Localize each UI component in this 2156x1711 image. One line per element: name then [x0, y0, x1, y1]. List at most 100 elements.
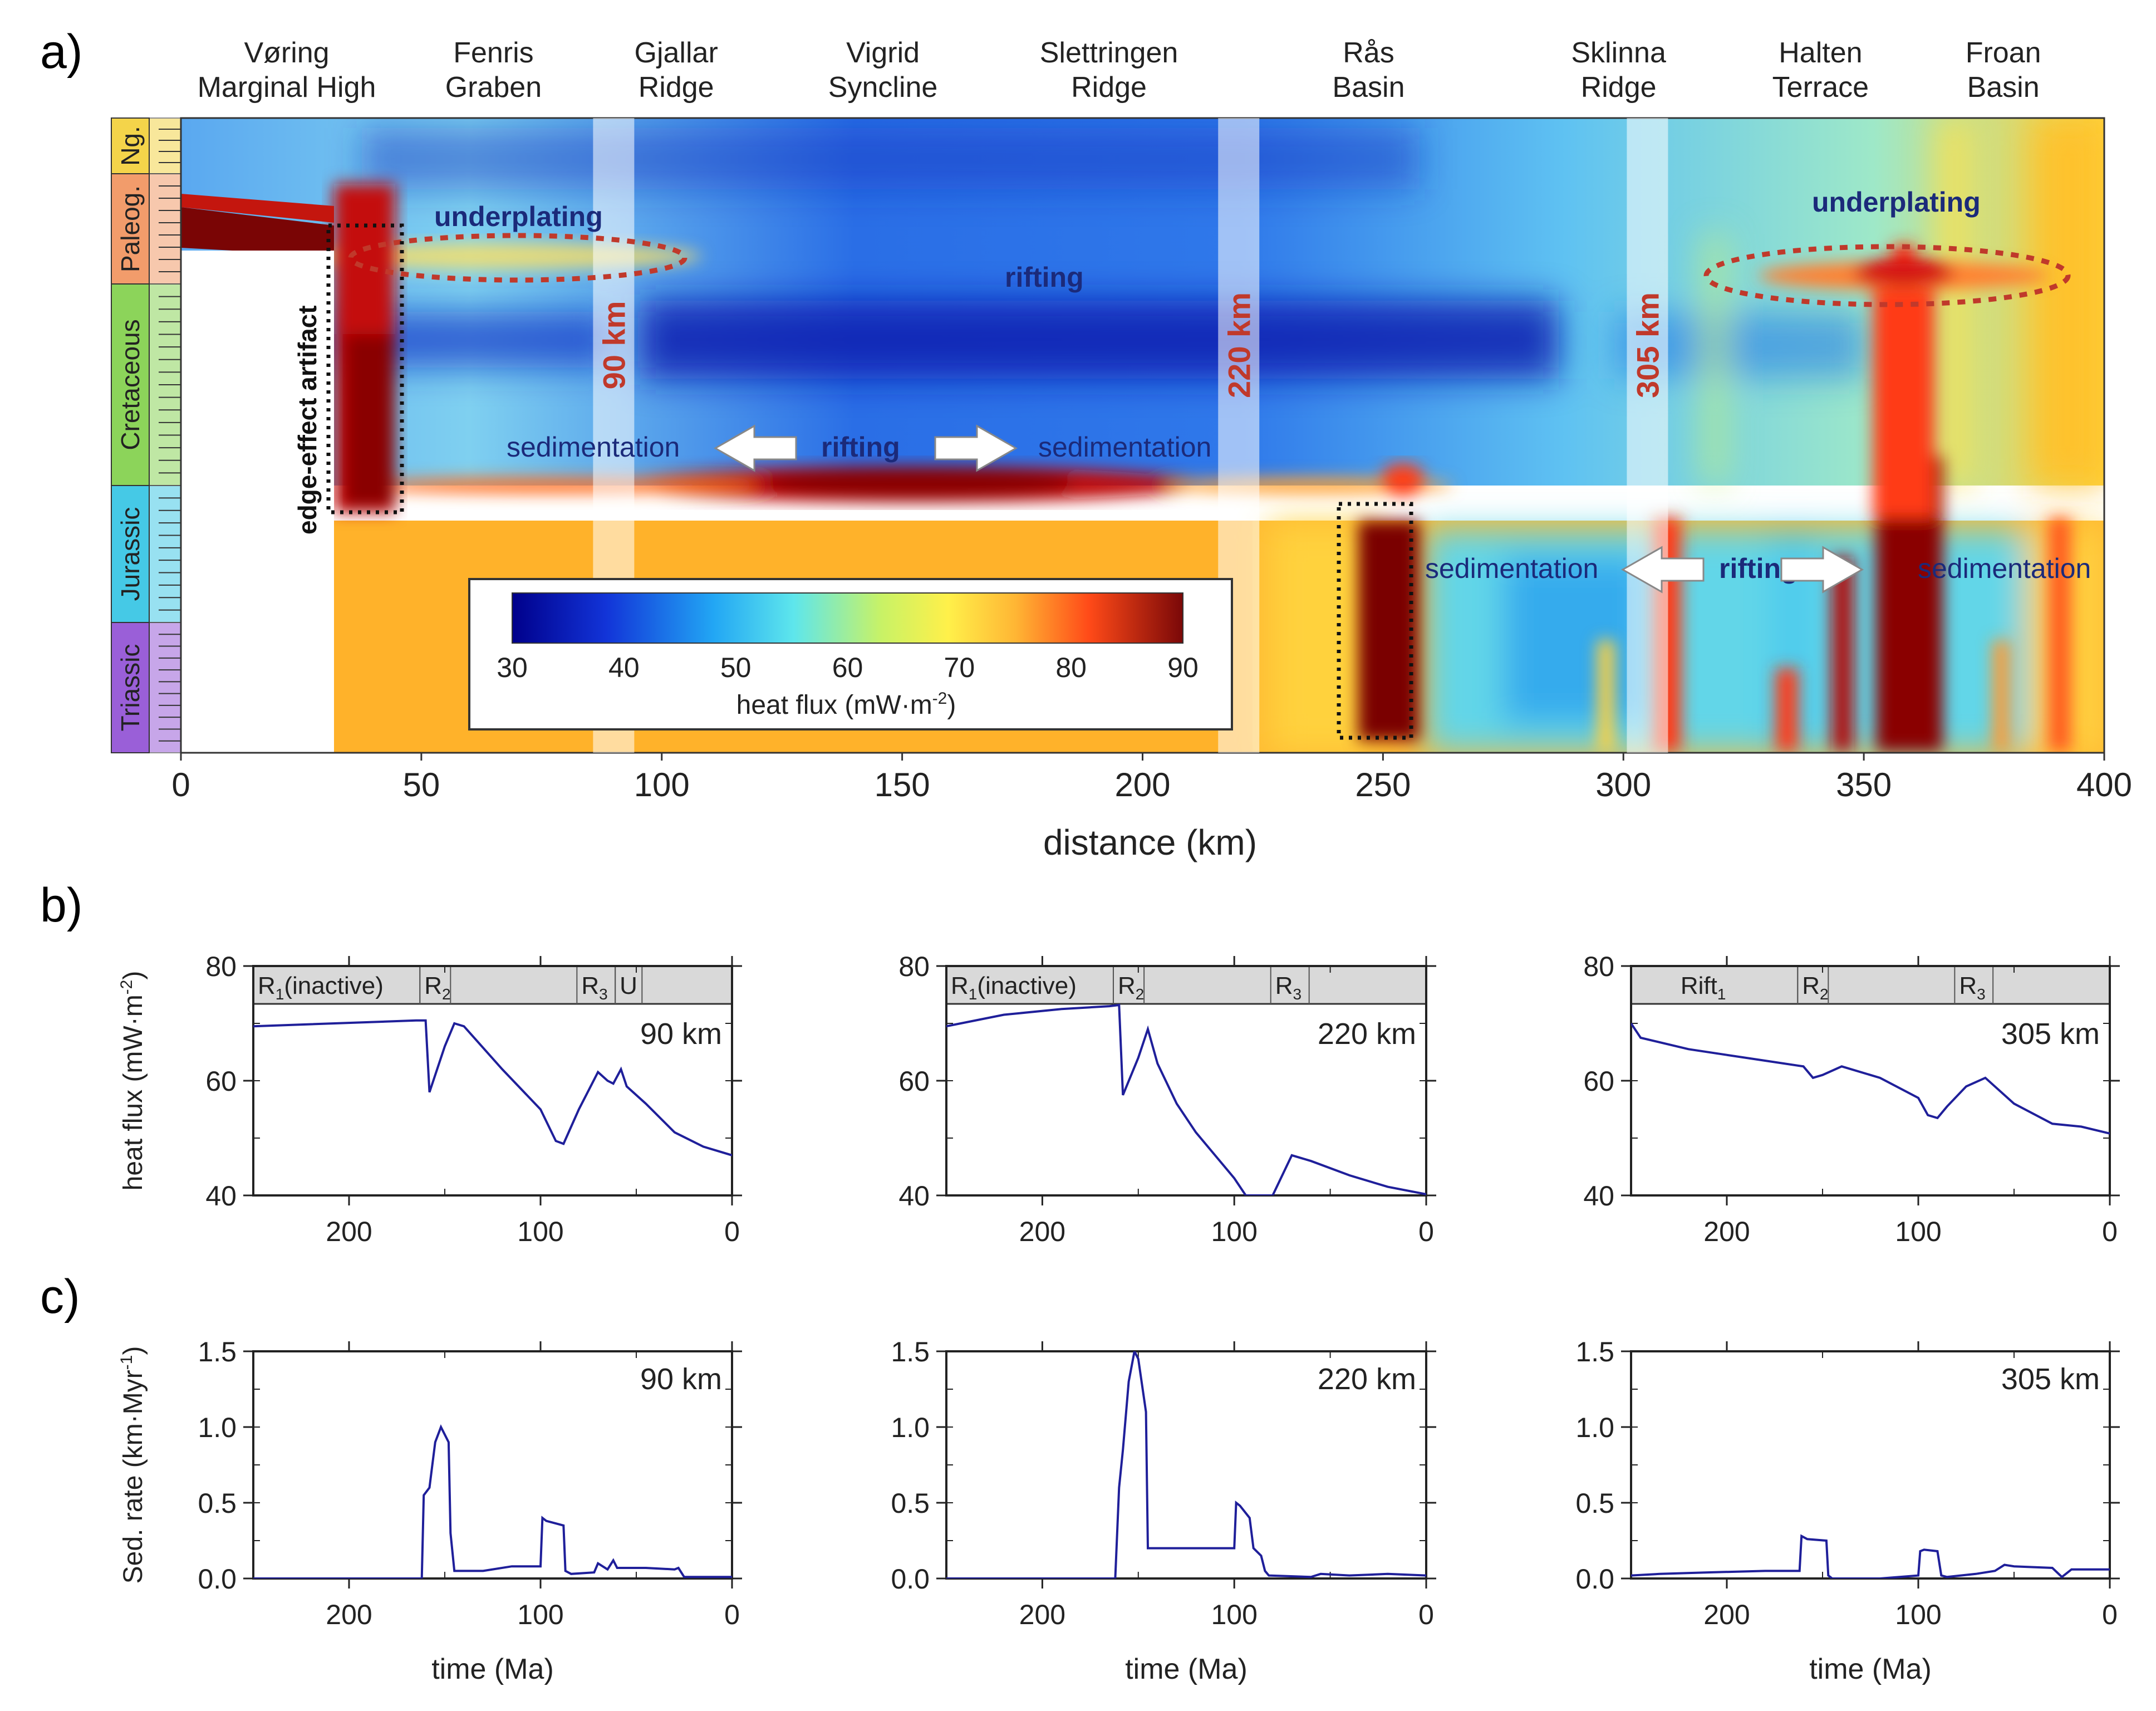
x-tick-label: 200 [1703, 1599, 1750, 1630]
region-label: Terrace [1772, 71, 1869, 104]
edge-artifact-box [326, 223, 404, 514]
x-tick-label: 0 [724, 1599, 740, 1630]
panel-title: 220 km [1318, 1362, 1416, 1396]
heatmap-x-axis-label: distance (km) [1043, 822, 1257, 862]
colorbar-tick-label: 40 [608, 652, 640, 683]
stage-box [149, 173, 181, 285]
period-box [111, 117, 150, 174]
region-label: Sklinna [1571, 37, 1666, 69]
line-panel-b-305: Rift1 R2 R3 40 60 80 200 100 0 305 km [1583, 951, 2120, 1247]
colorbar: 30 40 50 60 70 80 90 heat flux (mW·m-2) [468, 578, 1233, 731]
period-label: Ng. [116, 126, 145, 166]
series-line [946, 1003, 1426, 1195]
phase-label: R2 [424, 972, 450, 1003]
x-tick-label: 100 [517, 1216, 563, 1247]
x-tick-label: 50 [403, 766, 440, 803]
profile-band [1627, 118, 1668, 753]
line-panel-b-220: R1(inactive) R2 R3 40 60 80 200 100 0 220 km [898, 951, 1436, 1247]
y-tick-label: 60 [898, 1066, 930, 1097]
stratigraphic-column: Ng. Paleog. Cretaceous Jurassic Triassic [111, 117, 2104, 753]
region-label: Slettringen [1040, 37, 1178, 69]
phase-label: R3 [1959, 972, 1985, 1003]
x-tick-label: 100 [1211, 1599, 1257, 1630]
x-tick-label: 0 [1418, 1599, 1434, 1630]
x-tick-label: 0 [2102, 1216, 2118, 1247]
y-tick-label: 0.0 [198, 1563, 237, 1595]
x-tick-label: 150 [875, 766, 930, 803]
sedimentation-label-right1: sedimentation [1425, 553, 1598, 584]
panel-title: 220 km [1318, 1017, 1416, 1051]
region-label: Graben [445, 71, 542, 104]
x-tick-label: 100 [1895, 1216, 1941, 1247]
y-tick-label: 0.5 [1575, 1488, 1614, 1519]
y-tick-label: 1.5 [891, 1336, 930, 1367]
y-tick-label: 1.0 [198, 1412, 237, 1443]
line-panel-c-90: 0.0 0.5 1.0 1.5 200 100 0 90 km Sed. rate (km·My… [117, 1336, 742, 1685]
profile-bands: 90 km 220 km 305 km [593, 118, 1668, 753]
x-tick-label: 250 [1355, 766, 1411, 803]
underplating-label-right: underplating [1812, 187, 1981, 218]
stage-box [149, 485, 181, 623]
series-line [253, 1019, 732, 1156]
x-tick-label: 200 [1114, 766, 1170, 803]
stage-box [149, 622, 181, 753]
line-panel-b-90: R1(inactive) R2 R3 U 40 60 80 200 100 0 90 km heat … [117, 951, 742, 1247]
period-box [111, 485, 150, 623]
period-box [111, 622, 150, 753]
colorbar-tick-label: 70 [944, 652, 975, 683]
phase-label: R2 [1802, 972, 1828, 1003]
panel-label-b: b) [40, 879, 82, 932]
rifting-label-mid: rifting [821, 432, 900, 463]
profile-label: 220 km [1221, 292, 1256, 398]
sedimentation-label-left: sedimentation [507, 432, 680, 463]
y-tick-label: 0.0 [1575, 1563, 1614, 1595]
region-label: Basin [1332, 71, 1404, 104]
x-tick-label: 100 [634, 766, 690, 803]
x-tick-label: 100 [1211, 1216, 1257, 1247]
region-label: Gjallar [635, 37, 718, 69]
x-tick-label: 200 [1703, 1216, 1750, 1247]
y-tick-label: 40 [898, 1180, 930, 1212]
heatmap-x-axis: 0 50 100 150 200 250 300 350 400 [171, 753, 2132, 803]
sedimentation-label-right2: sedimentation [1918, 553, 2091, 584]
colorbar-tick-label: 60 [832, 652, 863, 683]
colorbar-ticks: 30 40 50 60 70 80 90 [497, 652, 1199, 683]
x-tick-label: 300 [1595, 766, 1651, 803]
panel-label-c: c) [40, 1270, 80, 1323]
phase-label: U [620, 972, 637, 999]
underplating-label-left: underplating [434, 201, 603, 232]
colorbar-label: heat flux (mW·m-2) [736, 689, 956, 720]
period-label: Paleog. [116, 185, 145, 272]
region-label: Vigrid [846, 37, 920, 69]
panel-title: 90 km [640, 1017, 722, 1051]
x-axis-label: time (Ma) [1125, 1653, 1248, 1685]
y-axis-label: Sed. rate (km·Myr-1) [117, 1346, 148, 1584]
colorbar-tick-label: 50 [720, 652, 752, 683]
y-tick-label: 0.5 [198, 1488, 237, 1519]
region-label: Rås [1343, 37, 1394, 69]
period-label: Cretaceous [116, 319, 145, 450]
x-tick-label: 400 [2076, 766, 2132, 803]
heatmap-annotations: underplating underplating rifting edge-e… [293, 187, 2091, 740]
y-tick-label: 60 [1583, 1066, 1614, 1097]
sedimentation-label-mid: sedimentation [1038, 432, 1211, 463]
region-label: Ridge [1071, 71, 1147, 104]
y-tick-label: 1.0 [1575, 1412, 1614, 1443]
period-label: Jurassic [116, 507, 145, 601]
underplating-ellipse-left [348, 233, 687, 283]
arrow-left-1 [713, 424, 797, 472]
colorbar-tick-label: 80 [1055, 652, 1087, 683]
phase-label: R3 [581, 972, 607, 1003]
panel-title: 90 km [640, 1362, 722, 1396]
x-tick-label: 200 [1019, 1599, 1065, 1630]
line-panel-c-305: 0.0 0.5 1.0 1.5 200 100 0 305 km time (Ma) [1575, 1336, 2120, 1685]
panel-label-a: a) [40, 25, 82, 79]
panel-title: 305 km [2001, 1017, 2100, 1051]
y-tick-label: 80 [1583, 951, 1614, 982]
x-tick-label: 200 [326, 1599, 372, 1630]
region-label: Halten [1779, 37, 1862, 69]
series-line [253, 1424, 732, 1578]
y-tick-label: 1.5 [198, 1336, 237, 1367]
